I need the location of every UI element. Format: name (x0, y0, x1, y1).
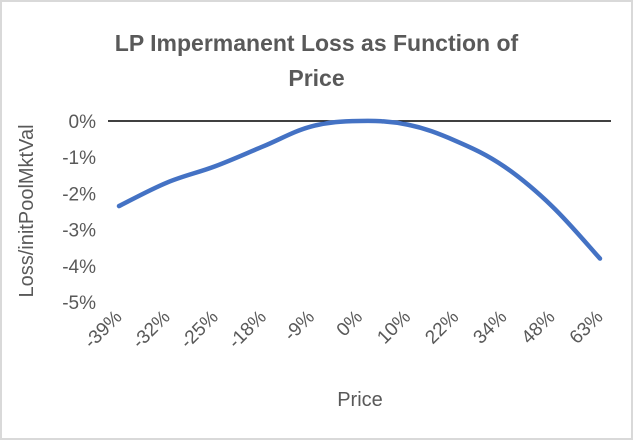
x-tick-label: 63% (566, 307, 608, 349)
y-tick-label: -3% (62, 221, 96, 242)
y-axis-title: Loss/initPoolMktVal (16, 124, 38, 297)
y-tick-label: -5% (62, 293, 96, 314)
x-tick-label: -18% (225, 307, 271, 353)
x-tick-label: 48% (518, 307, 560, 349)
x-axis-title: Price (337, 389, 383, 411)
series-line (116, 118, 603, 261)
x-tick-label: -25% (177, 307, 223, 353)
x-tick-label: 10% (373, 307, 415, 349)
y-tick-label: -1% (62, 148, 96, 169)
y-tick-label: -2% (62, 184, 96, 205)
x-tick-label: 34% (470, 307, 512, 349)
x-tick-label: -32% (128, 307, 174, 353)
chart-title-line-2: Price (288, 65, 345, 91)
x-tick-label: -9% (280, 307, 319, 346)
x-tick-label: 0% (333, 307, 367, 341)
y-tick-label: -4% (62, 257, 96, 278)
y-tick-label: 0% (69, 112, 97, 133)
x-tick-label: 22% (421, 307, 463, 349)
chart-title-line-1: LP Impermanent Loss as Function of (114, 30, 519, 56)
